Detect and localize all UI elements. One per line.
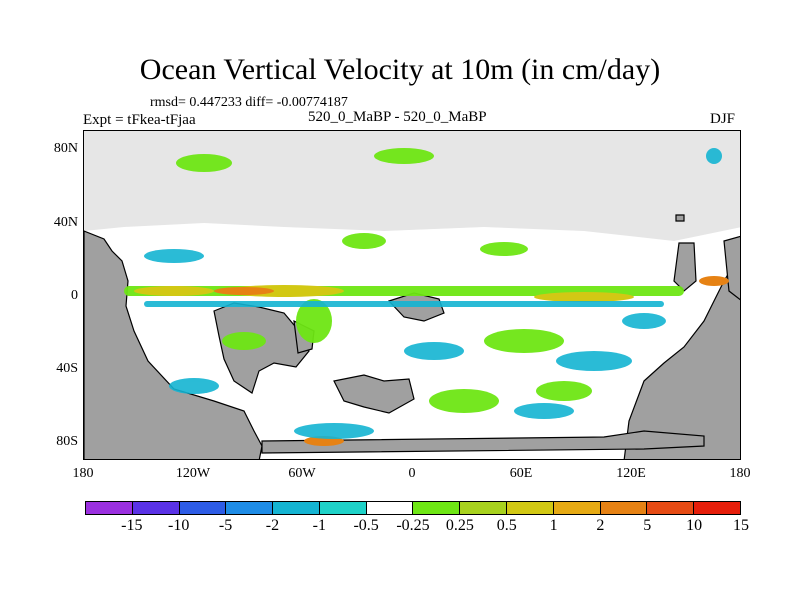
colorbar-box — [507, 502, 554, 514]
patch-green-6 — [484, 329, 564, 353]
colorbar-box — [553, 502, 601, 514]
stats-label: rmsd= 0.447233 diff= -0.00774187 — [150, 95, 348, 110]
land-island-east — [723, 235, 740, 301]
season-label: DJF — [710, 111, 736, 127]
patch-cyan-1 — [706, 148, 722, 164]
colorbar-box — [179, 502, 227, 514]
land-small-box — [675, 214, 685, 222]
colorbar-box — [226, 502, 274, 514]
y-tick-label: 80N — [53, 141, 78, 156]
colorbar-label: -10 — [168, 517, 190, 534]
patch-green-5 — [296, 299, 332, 343]
patch-green-9 — [222, 332, 266, 350]
colorbar-box — [600, 502, 648, 514]
land-south-america — [213, 302, 310, 394]
plot-title: Ocean Vertical Velocity at 10m (in cm/da… — [139, 53, 661, 86]
colorbar-box — [132, 502, 180, 514]
y-tick-label: 80S — [56, 434, 78, 449]
patch-green-7 — [429, 389, 499, 413]
x-tick-label: 180 — [72, 466, 94, 481]
land-bottom-strip — [261, 430, 705, 454]
colorbar-label: 2 — [596, 517, 605, 534]
colorbar-label: -5 — [218, 517, 233, 534]
y-tick-label: 40N — [53, 215, 78, 230]
patch-green-8 — [536, 381, 592, 401]
patch-green-4 — [480, 242, 528, 256]
patch-orange-2 — [699, 276, 729, 286]
land-south-blob — [333, 374, 415, 414]
colorbar-box — [460, 502, 508, 514]
colorbar-label: -2 — [265, 517, 280, 534]
map-graphic — [84, 148, 740, 459]
colorbar-box — [413, 502, 461, 514]
land-asia-east — [673, 242, 697, 292]
colorbar-box — [647, 502, 695, 514]
x-tick-label: 60W — [288, 466, 316, 481]
colorbar — [85, 501, 741, 515]
patch-cyan-8 — [622, 313, 666, 329]
colorbar-label: 1 — [549, 517, 558, 534]
patch-green-3 — [342, 233, 386, 249]
band-equator-cyan — [144, 301, 664, 307]
patch-green-2 — [374, 148, 434, 164]
x-tick-label: 0 — [408, 466, 416, 481]
patch-cyan-2 — [144, 249, 204, 263]
patch-yellow-2 — [534, 292, 634, 302]
colorbar-box — [86, 502, 133, 514]
patch-green-1 — [176, 154, 232, 172]
x-tick-label: 120E — [616, 466, 646, 481]
y-tick-label: 40S — [56, 361, 78, 376]
experiment-label: Expt = tFkea-tFjaa — [83, 112, 196, 128]
patch-cyan-3 — [404, 342, 464, 360]
patch-cyan-7 — [169, 378, 219, 394]
map-plot-area — [83, 130, 741, 460]
colorbar-label: -0.5 — [353, 517, 379, 534]
patch-cyan-4 — [556, 351, 632, 371]
land-americas-west — [84, 230, 263, 459]
comparison-label: 520_0_MaBP - 520_0_MaBP — [308, 109, 487, 125]
x-tick-label: 60E — [509, 466, 533, 481]
colorbar-box — [694, 502, 740, 514]
colorbar-box — [319, 502, 367, 514]
colorbar-box — [366, 502, 414, 514]
colorbar-label: -0.25 — [396, 517, 430, 534]
colorbar-label: 10 — [686, 517, 703, 534]
patch-cyan-6 — [514, 403, 574, 419]
colorbar-box — [273, 502, 320, 514]
y-tick-label: 0 — [71, 288, 78, 303]
patch-orange-1 — [214, 287, 274, 295]
colorbar-label: 5 — [643, 517, 652, 534]
colorbar-label: -1 — [312, 517, 326, 534]
colorbar-label: -15 — [121, 517, 143, 534]
patch-cyan-5 — [294, 423, 374, 439]
x-tick-label: 180 — [729, 466, 751, 481]
colorbar-label: 15 — [733, 517, 749, 534]
x-tick-label: 120W — [175, 466, 211, 481]
colorbar-label: 0.5 — [496, 517, 517, 534]
patch-yellow-3 — [134, 286, 214, 296]
colorbar-label: 0.25 — [445, 517, 474, 534]
